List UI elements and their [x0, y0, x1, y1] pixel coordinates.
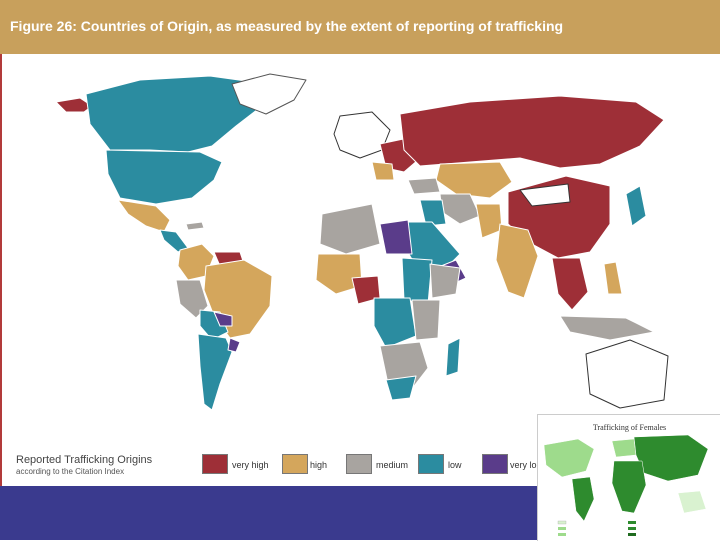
inset-legend: [557, 520, 636, 536]
world-map-svg: [55, 73, 669, 411]
region-india: [495, 223, 539, 299]
legend-swatch-low: [418, 454, 444, 474]
region-ethiopia: [429, 263, 461, 299]
legend-label-very-high: very high: [232, 460, 269, 470]
inset-legend-key-2: [558, 527, 566, 530]
region-argentina: [197, 333, 233, 411]
region-canada: [85, 75, 269, 153]
legend-swatch-very-high: [202, 454, 228, 474]
legend-swatch-very-low: [482, 454, 508, 474]
region-west-africa: [315, 253, 363, 295]
legend-label-very-low: very lo: [510, 460, 537, 470]
region-north-africa-e: [379, 219, 413, 255]
legend-swatch-medium: [346, 454, 372, 474]
region-philippines: [603, 261, 623, 295]
region-paraguay: [213, 311, 233, 327]
region-turkey: [407, 177, 441, 195]
inset-region-africa: [611, 460, 647, 514]
region-west-europe: [333, 111, 391, 159]
region-central-africa: [373, 297, 417, 349]
legend: Reported Trafficking Origins according t…: [0, 446, 720, 486]
region-mongolia: [519, 183, 571, 207]
inset-map-svg: [543, 434, 709, 536]
region-russia: [399, 95, 665, 169]
region-australia: [585, 339, 669, 409]
inset-legend-key-6: [628, 533, 636, 536]
inset-region-europe: [611, 438, 637, 458]
region-pakistan: [475, 203, 503, 239]
region-uruguay: [227, 337, 241, 353]
inset-legend-key-1: [557, 520, 567, 525]
region-greenland: [231, 73, 307, 115]
region-iran: [439, 193, 481, 225]
region-north-africa-w: [319, 203, 381, 255]
region-japan: [625, 185, 647, 227]
inset-legend-key-3: [558, 533, 566, 536]
region-mexico: [117, 199, 171, 233]
region-madagascar: [445, 337, 461, 377]
region-sea-mainland: [551, 257, 589, 311]
legend-subtitle: according to the Citation Index: [16, 467, 125, 476]
region-indonesia: [559, 315, 655, 341]
inset-region-asia: [633, 434, 709, 482]
title-bar: Figure 26: Countries of Origin, as measu…: [0, 0, 720, 54]
region-balkans: [371, 161, 395, 181]
region-south-africa: [385, 375, 417, 401]
inset-legend-key-5: [628, 527, 636, 530]
inset-region-north-america: [543, 438, 595, 478]
legend-label-low: low: [448, 460, 462, 470]
left-accent-line: [0, 54, 2, 486]
region-caribbean: [185, 221, 205, 231]
region-east-africa: [411, 299, 441, 341]
inset-title: Trafficking of Females: [592, 423, 667, 432]
inset-legend-key-4: [628, 521, 636, 524]
figure-title: Figure 26: Countries of Origin, as measu…: [10, 18, 564, 34]
region-central-asia: [435, 161, 513, 199]
legend-swatch-high: [282, 454, 308, 474]
inset-map: Trafficking of Females: [537, 414, 720, 541]
legend-label-medium: medium: [376, 460, 409, 470]
world-map: [0, 54, 720, 454]
region-iraq: [419, 199, 447, 227]
legend-title: Reported Trafficking Origins: [16, 454, 153, 466]
region-sudan: [401, 257, 433, 305]
inset-region-south-america: [571, 476, 595, 522]
region-usa: [105, 149, 223, 205]
inset-region-australia: [677, 490, 707, 514]
legend-label-high: high: [310, 460, 328, 470]
